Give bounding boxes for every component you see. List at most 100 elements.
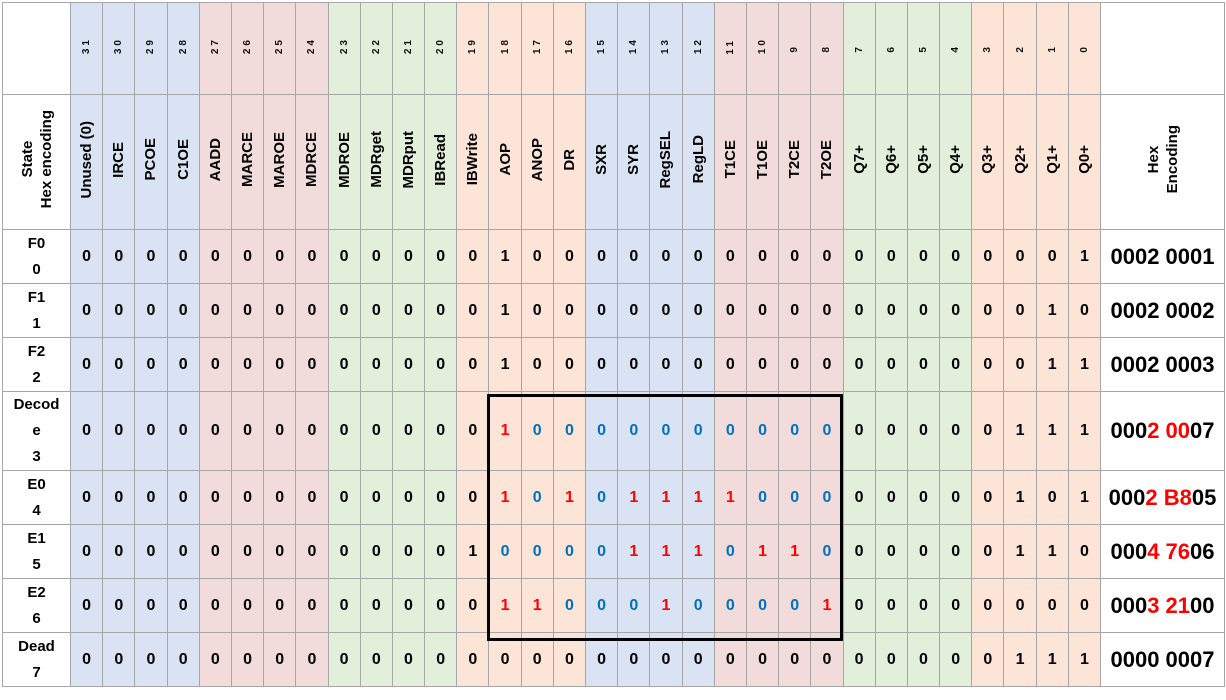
state-header: State Hex encoding xyxy=(18,110,56,208)
bit-cell: 0 xyxy=(906,337,941,392)
bit-cell: 0 xyxy=(327,283,361,338)
bit-cell: 0 xyxy=(424,283,458,338)
signal-name: MARCE xyxy=(239,132,257,187)
bit-cell: 1 xyxy=(649,470,683,525)
bit-cell: 0 xyxy=(295,283,329,338)
encoding-label: Hex encoding xyxy=(37,110,55,209)
signal-name-cell: AADD xyxy=(198,94,232,230)
bit-cell: 0 xyxy=(69,391,104,471)
bit-cell: 0 xyxy=(713,229,747,284)
bit-cell: 0 xyxy=(584,229,619,284)
signal-name-cell: MDRput xyxy=(391,94,426,230)
signal-name: Q4+ xyxy=(947,145,965,174)
table-row: Dead 7 0 0 0 0 0 0 0 0 0 0 0 0 0 0 0 0 0 0 0 0 0 0 0 0 0 0 0 0 0 1 1 1 000… xyxy=(2,632,1225,687)
bit-cell: 0 xyxy=(649,283,683,338)
bit-cell: 0 xyxy=(327,524,361,579)
signal-name-cell: MDRCE xyxy=(295,94,329,230)
bit-number-cell: 2 xyxy=(1003,2,1037,95)
bit-cell: 0 xyxy=(713,391,747,471)
bit-cell: 0 xyxy=(649,632,683,687)
bit-cell: 0 xyxy=(263,578,297,633)
bit-cell: 1 xyxy=(617,470,651,525)
bit-cell: 0 xyxy=(359,391,393,471)
bit-cell: 0 xyxy=(102,470,136,525)
bit-cell: 0 xyxy=(391,391,426,471)
bit-cell: 0 xyxy=(198,524,232,579)
bit-cell: 0 xyxy=(874,632,908,687)
bit-cell: 0 xyxy=(166,337,200,392)
bit-cell: 0 xyxy=(810,632,844,687)
bit-cell: 0 xyxy=(552,524,587,579)
hex-value-cell: 0004 7606 xyxy=(1100,524,1225,579)
bit-cell: 0 xyxy=(552,283,587,338)
hex-value-cell: 0002 0001 xyxy=(1100,229,1225,284)
hex-segment: 0002 0003 xyxy=(1110,351,1215,377)
bit-cell: 0 xyxy=(263,470,297,525)
bit-cell: 0 xyxy=(906,578,941,633)
bit-cell: 0 xyxy=(552,578,587,633)
bit-cell: 0 xyxy=(745,470,780,525)
bit-number-cell: 21 xyxy=(391,2,426,95)
state-cell: F1 1 xyxy=(2,283,71,338)
bit-cell: 0 xyxy=(295,578,329,633)
state-line: F2 xyxy=(27,342,46,360)
bit-cell: 0 xyxy=(134,470,168,525)
bit-number: 23 xyxy=(338,37,350,55)
signal-name: Q5+ xyxy=(914,145,932,174)
bit-cell: 0 xyxy=(971,229,1005,284)
bit-cell: 1 xyxy=(488,229,522,284)
bit-cell: 0 xyxy=(713,337,747,392)
bit-cell: 1 xyxy=(1067,337,1102,392)
bit-cell: 0 xyxy=(456,391,490,471)
signal-name: MDRCE xyxy=(303,132,321,187)
state-line: 0 xyxy=(32,260,41,278)
hex-segment: 4 76 xyxy=(1147,538,1191,564)
bit-cell: 0 xyxy=(134,632,168,687)
state-line: e xyxy=(32,422,41,439)
bit-cell: 0 xyxy=(166,283,200,338)
bit-cell: 0 xyxy=(552,632,587,687)
signal-name-cell: MAROE xyxy=(263,94,297,230)
state-line: Decod xyxy=(13,396,60,413)
signal-name-cell: Q3+ xyxy=(971,94,1005,230)
bit-number-cell: 3 xyxy=(971,2,1005,95)
signal-name: Q1+ xyxy=(1043,145,1061,174)
signal-name-cell: Q2+ xyxy=(1003,94,1037,230)
bit-cell: 0 xyxy=(584,337,619,392)
bit-cell: 0 xyxy=(166,391,200,471)
bit-number-cell: 20 xyxy=(424,2,458,95)
signal-name: Q3+ xyxy=(979,145,997,174)
bit-cell: 1 xyxy=(1035,337,1069,392)
bit-number: 16 xyxy=(563,37,575,55)
bit-number: 28 xyxy=(177,37,189,55)
hex-value-cell: 0002 0003 xyxy=(1100,337,1225,392)
bit-cell: 0 xyxy=(359,470,393,525)
hex-segment: 0002 0001 xyxy=(1110,243,1215,269)
bit-cell: 0 xyxy=(359,337,393,392)
bit-number-cell: 1 xyxy=(1035,2,1069,95)
bit-cell: 0 xyxy=(391,283,426,338)
bit-cell: 1 xyxy=(713,470,747,525)
bit-cell: 0 xyxy=(391,229,426,284)
state-cell: E1 5 xyxy=(2,524,71,579)
state-line: E2 xyxy=(27,583,46,601)
bit-cell: 0 xyxy=(295,337,329,392)
bit-cell: 0 xyxy=(263,524,297,579)
bit-cell: 0 xyxy=(584,470,619,525)
bit-cell: 0 xyxy=(295,470,329,525)
table-row: E0 4 0 0 0 0 0 0 0 0 0 0 0 0 0 1 0 1 0 1 1 1 1 0 0 0 0 0 0 0 0 1 0 1 0002 … xyxy=(2,470,1225,525)
bit-cell: 0 xyxy=(456,337,490,392)
bit-number: 26 xyxy=(242,37,254,55)
hex-segment: 000 xyxy=(1110,592,1148,618)
bit-cell: 0 xyxy=(584,391,619,471)
bit-cell: 0 xyxy=(874,470,908,525)
bit-number: 5 xyxy=(917,43,929,53)
bit-number-cell: 9 xyxy=(778,2,812,95)
signal-name-cell: Q1+ xyxy=(1035,94,1069,230)
hex-segment: 000 xyxy=(1110,418,1148,443)
bit-cell: 0 xyxy=(939,578,973,633)
bit-cell: 1 xyxy=(1003,391,1037,471)
bit-cell: 0 xyxy=(520,337,554,392)
bit-cell: 0 xyxy=(166,632,200,687)
bit-cell: 0 xyxy=(681,578,715,633)
